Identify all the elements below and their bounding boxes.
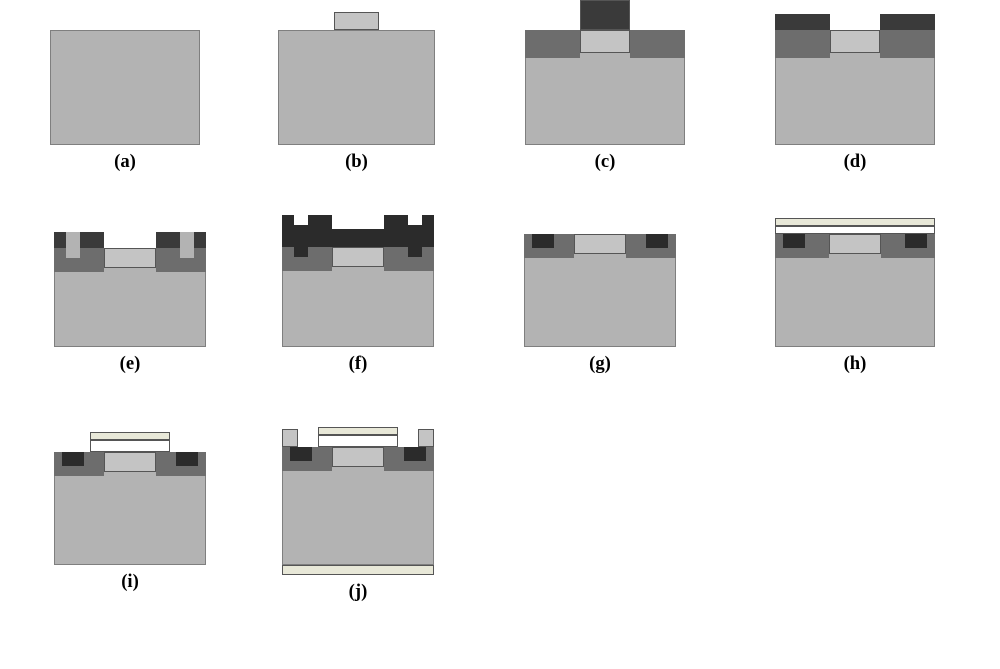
substrate [50, 30, 200, 145]
panel-d: (d) [770, 14, 940, 145]
gate-film [318, 427, 398, 435]
panel-a-label: (a) [50, 151, 200, 173]
spacer-white [775, 226, 935, 234]
panel-c-stage [520, 0, 690, 145]
contact-right [646, 234, 668, 248]
plug-left [294, 225, 308, 257]
trench-right [180, 232, 194, 258]
contact-right [176, 452, 198, 466]
notch-left [294, 215, 308, 225]
oxide-pad [334, 12, 379, 30]
oxide-pad [332, 447, 384, 467]
side-metal-left [282, 429, 298, 447]
panel-a-stage [50, 30, 200, 145]
notch-right [408, 215, 422, 225]
oxide-pad [332, 247, 384, 267]
gate-film [90, 432, 170, 440]
panel-c: (c) [520, 0, 690, 145]
oxide-pad [580, 30, 630, 53]
back-contact [282, 565, 434, 575]
panel-g: (g) [520, 226, 680, 347]
plug-right [408, 225, 422, 257]
doped-well-left [525, 30, 580, 58]
panel-i: (i) [50, 430, 210, 565]
doped-well-right [880, 30, 935, 58]
oxide-pad [104, 248, 156, 268]
panel-c-label: (c) [520, 151, 690, 173]
contact-left [62, 452, 84, 466]
panel-f-stage [278, 215, 438, 347]
panel-e-label: (e) [50, 353, 210, 375]
panel-f: (f) [278, 215, 438, 347]
contact-left [290, 447, 312, 461]
panel-g-label: (g) [520, 353, 680, 375]
panel-g-stage [520, 226, 680, 347]
panel-i-label: (i) [50, 571, 210, 593]
panel-i-stage [50, 430, 210, 565]
panel-d-stage [770, 14, 940, 145]
panel-h-label: (h) [770, 353, 940, 375]
contact-left [783, 234, 805, 248]
panel-a: (a) [50, 30, 200, 145]
side-metal-right [418, 429, 434, 447]
panel-d-label: (d) [770, 151, 940, 173]
panel-h-stage [770, 218, 940, 347]
gate-spacer [90, 440, 170, 452]
thick-deposit-mid [332, 229, 384, 247]
doped-well-right [630, 30, 685, 58]
panel-b-stage [278, 12, 435, 145]
gate-spacer [318, 435, 398, 447]
oxide-pad [829, 234, 881, 254]
oxide-pad [830, 30, 880, 53]
panel-b-label: (b) [278, 151, 435, 173]
contact-right [404, 447, 426, 461]
oxide-pad [574, 234, 626, 254]
hardmask-left [775, 14, 830, 30]
oxide-pad [104, 452, 156, 472]
top-film [775, 218, 935, 226]
hardmask-right [880, 14, 935, 30]
panel-j: (j) [278, 425, 438, 575]
panel-b: (b) [278, 12, 435, 145]
contact-left [532, 234, 554, 248]
panel-j-label: (j) [278, 581, 438, 603]
doped-well-left [775, 30, 830, 58]
contact-right [905, 234, 927, 248]
hardmask-cap [580, 0, 630, 30]
panel-e-stage [50, 232, 210, 347]
substrate [278, 30, 435, 145]
panel-h: (h) [770, 218, 940, 347]
panel-e: (e) [50, 232, 210, 347]
panel-j-stage [278, 425, 438, 575]
panel-f-label: (f) [278, 353, 438, 375]
diagram-canvas: (a) (b) (c) (d) (e) (f) (g) (h) (i) (j) [0, 0, 1000, 669]
trench-left [66, 232, 80, 258]
